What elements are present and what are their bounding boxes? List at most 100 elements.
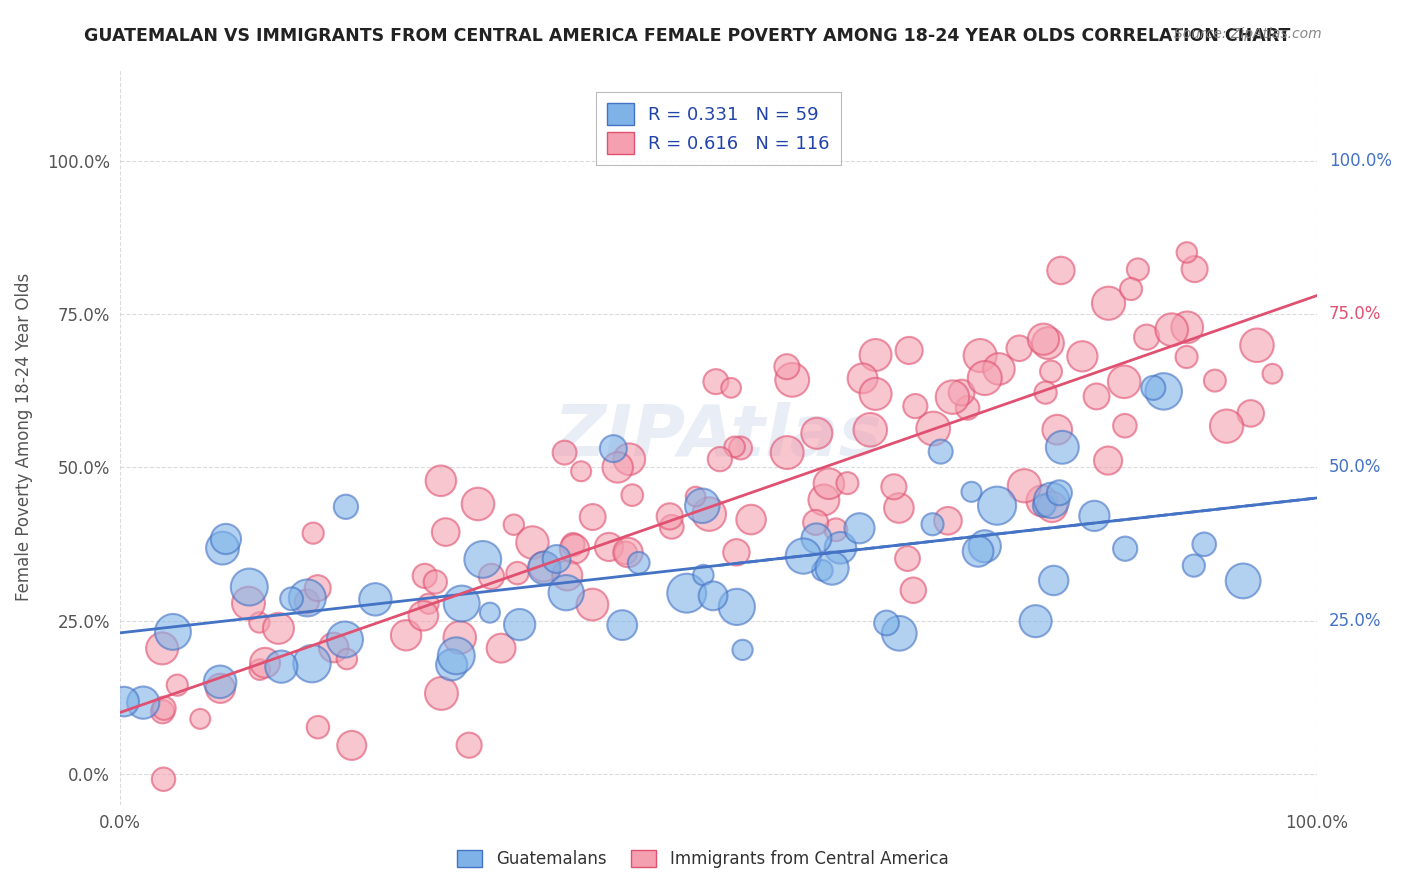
Point <box>1040 500 1063 514</box>
Point <box>162 624 184 639</box>
Point <box>481 569 503 583</box>
Point <box>1261 367 1284 381</box>
Point <box>1175 245 1198 260</box>
Point <box>904 399 927 413</box>
Point <box>690 499 713 513</box>
Point <box>776 445 799 459</box>
Point <box>987 362 1010 376</box>
Point <box>446 648 468 663</box>
Point <box>1160 323 1182 337</box>
Point <box>1083 508 1105 523</box>
Point <box>132 696 155 710</box>
Point <box>418 597 440 611</box>
Point <box>1114 541 1136 556</box>
Point <box>209 674 232 689</box>
Point <box>280 591 302 606</box>
Point <box>887 501 910 516</box>
Point <box>322 640 344 655</box>
Point <box>740 512 762 526</box>
Point <box>478 606 501 620</box>
Point <box>1175 320 1198 334</box>
Point <box>1182 558 1205 573</box>
Point <box>1032 332 1054 346</box>
Point <box>697 507 720 521</box>
Point <box>865 387 887 401</box>
Point <box>960 484 983 499</box>
Text: 75.0%: 75.0% <box>1329 305 1382 323</box>
Point <box>973 371 995 385</box>
Point <box>804 516 827 530</box>
Point <box>967 544 990 558</box>
Point <box>413 569 436 583</box>
Point <box>692 568 714 582</box>
Point <box>922 421 945 435</box>
Point <box>973 539 995 553</box>
Point <box>1119 282 1142 296</box>
Point <box>1040 493 1063 508</box>
Point <box>685 490 707 504</box>
Point <box>238 580 260 594</box>
Point <box>896 551 918 566</box>
Point <box>1192 537 1215 551</box>
Point <box>709 452 731 467</box>
Point <box>903 583 925 598</box>
Point <box>1085 389 1108 403</box>
Point <box>546 552 568 566</box>
Point <box>1050 263 1073 277</box>
Point <box>1036 336 1059 351</box>
Point <box>307 581 329 595</box>
Point <box>658 509 681 524</box>
Point <box>1014 479 1036 493</box>
Point <box>211 541 233 555</box>
Point <box>301 657 323 671</box>
Point <box>661 520 683 534</box>
Point <box>889 626 911 640</box>
Point <box>865 348 887 362</box>
Text: 50.0%: 50.0% <box>1329 458 1382 476</box>
Point <box>522 535 544 549</box>
Point <box>152 772 174 787</box>
Point <box>1240 406 1263 420</box>
Point <box>333 632 356 647</box>
Point <box>302 526 325 541</box>
Point <box>1246 338 1268 352</box>
Point <box>564 541 586 556</box>
Point <box>533 561 555 575</box>
Point <box>859 423 882 437</box>
Point <box>467 497 489 511</box>
Point <box>247 615 270 630</box>
Point <box>617 545 640 559</box>
Point <box>1071 349 1094 363</box>
Point <box>851 371 873 385</box>
Point <box>425 574 447 589</box>
Point <box>188 712 211 726</box>
Point <box>238 596 260 610</box>
Point <box>619 452 641 467</box>
Legend: Guatemalans, Immigrants from Central America: Guatemalans, Immigrants from Central Ame… <box>451 843 955 875</box>
Point <box>449 631 471 645</box>
Text: Source: ZipAtlas.com: Source: ZipAtlas.com <box>1174 27 1322 41</box>
Point <box>1175 350 1198 364</box>
Point <box>720 381 742 395</box>
Point <box>1204 374 1226 388</box>
Point <box>806 426 828 441</box>
Point <box>112 695 135 709</box>
Point <box>929 444 952 458</box>
Point <box>830 541 852 555</box>
Point <box>395 628 418 642</box>
Point <box>1049 485 1071 500</box>
Point <box>215 532 238 546</box>
Text: ZIPAtlas: ZIPAtlas <box>554 402 883 471</box>
Point <box>941 390 963 404</box>
Point <box>254 656 277 670</box>
Point <box>776 359 799 374</box>
Point <box>458 738 481 752</box>
Point <box>489 641 512 656</box>
Point <box>818 476 841 491</box>
Point <box>725 545 748 559</box>
Point <box>430 686 453 700</box>
Point <box>1232 574 1254 588</box>
Point <box>792 549 814 563</box>
Point <box>1184 262 1206 277</box>
Point <box>440 657 463 672</box>
